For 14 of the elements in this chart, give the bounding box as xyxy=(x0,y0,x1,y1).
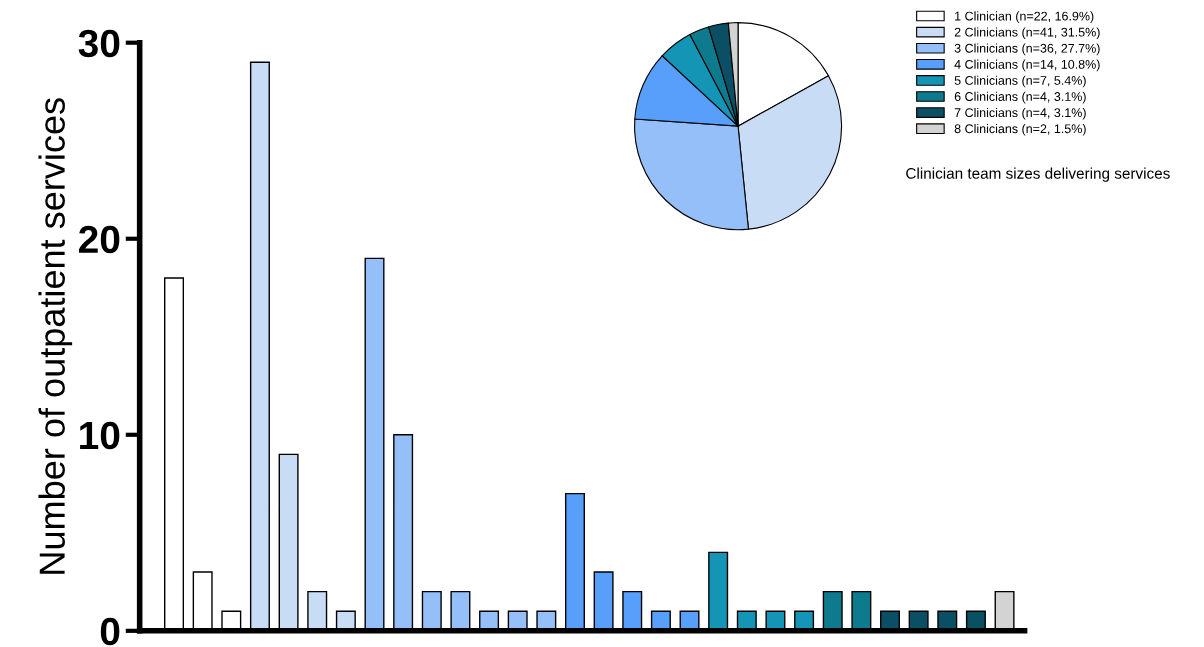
y-tick-label: 20 xyxy=(79,225,120,254)
legend-label: 3 Clinicians (n=36, 27.7%) xyxy=(954,43,1100,56)
y-axis-title: Number of outpatient services xyxy=(38,98,73,574)
legend-label: 5 Clinicians (n=7, 5.4%) xyxy=(954,75,1086,88)
y-tick-label: 10 xyxy=(80,421,120,450)
y-tick-label: 0 xyxy=(100,617,120,646)
legend-label: 2 Clinicians (n=41, 31.5%) xyxy=(954,27,1100,40)
legend-label: 4 Clinicians (n=14, 10.8%) xyxy=(954,59,1100,72)
y-tick-label: 30 xyxy=(78,29,120,58)
annotation: Clinician team sizes delivering services xyxy=(906,167,1170,182)
legend-label: 1 Clinician (n=22, 16.9%) xyxy=(955,11,1094,23)
legend-label: 7 Clinicians (n=4, 3.1%) xyxy=(954,107,1086,120)
legend-label: 6 Clinicians (n=4, 3.1%) xyxy=(954,91,1086,104)
legend-label: 8 Clinicians (n=2, 1.5%) xyxy=(954,123,1086,136)
